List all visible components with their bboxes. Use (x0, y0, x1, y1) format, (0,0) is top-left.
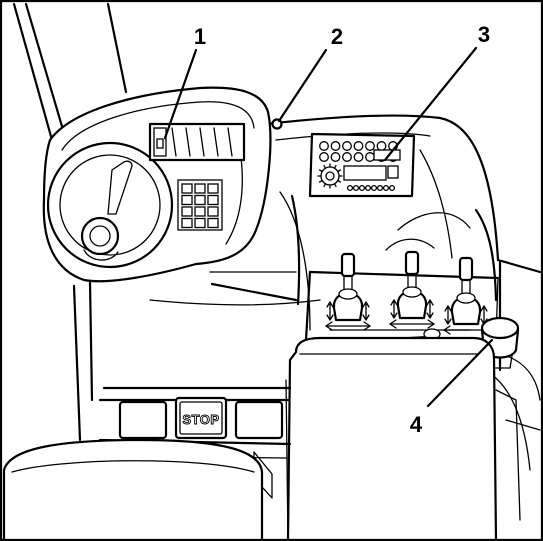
keypad-key[interactable] (194, 217, 206, 229)
direction-arrows-icon (389, 299, 435, 329)
keypad-key[interactable] (207, 183, 219, 194)
panel-round-button[interactable] (365, 152, 375, 162)
keypad-key[interactable] (207, 194, 219, 206)
panel-small-button[interactable] (388, 184, 396, 192)
stop-button[interactable]: STOP (174, 396, 228, 440)
keypad-key[interactable] (194, 183, 206, 194)
panel-round-button[interactable] (342, 152, 352, 162)
keypad-key[interactable] (207, 206, 219, 217)
panel-small-button[interactable] (346, 184, 354, 192)
windscreen-pillar (12, 2, 128, 142)
instrument-display (148, 122, 246, 162)
direction-arrows-icon (443, 305, 489, 335)
panel-round-button[interactable] (376, 141, 387, 151)
dashboard-outline (149, 114, 500, 331)
leader-line-4 (426, 338, 494, 408)
keypad-key[interactable] (181, 217, 193, 229)
stop-button-label: STOP (182, 412, 219, 427)
steering-wheel (46, 141, 174, 269)
keypad-key[interactable] (181, 206, 193, 217)
panel-small-button[interactable] (382, 184, 390, 192)
panel-readout (343, 165, 387, 181)
panel-round-button[interactable] (330, 141, 341, 151)
joystick-1[interactable] (325, 252, 371, 331)
steering-spoke (107, 160, 133, 215)
keypad-key[interactable] (194, 206, 206, 217)
callout-1: 1 (194, 24, 206, 49)
joystick-group (325, 250, 489, 335)
direction-arrows-icon (325, 301, 371, 331)
left-rocker-switch[interactable] (118, 400, 168, 440)
leader-lines (163, 46, 494, 408)
rotary-selector-teeth (317, 163, 343, 189)
callout-3: 3 (478, 22, 490, 47)
left-cab-pillar (72, 280, 94, 442)
keypad-key[interactable] (207, 217, 219, 229)
panel-round-button[interactable] (353, 141, 364, 151)
panel-round-button[interactable] (319, 152, 329, 162)
callout-4: 4 (410, 412, 423, 437)
leader-line-1 (163, 48, 198, 140)
keypad-key[interactable] (181, 194, 193, 206)
leader-line-2 (277, 48, 328, 123)
callout-2: 2 (331, 24, 343, 49)
panel-small-button[interactable] (358, 184, 366, 192)
right-rocker-switch[interactable] (234, 400, 284, 440)
panel-small-button[interactable] (364, 184, 372, 192)
keypad-keys (181, 183, 219, 229)
panel-round-button[interactable] (365, 141, 375, 151)
leader-line-3 (383, 46, 478, 162)
panel-round-button[interactable] (353, 152, 364, 162)
panel-small-button[interactable] (376, 184, 384, 192)
joystick-2[interactable] (389, 250, 435, 329)
switch-panel (308, 132, 416, 198)
keypad-key[interactable] (181, 183, 193, 194)
panel-small-button[interactable] (352, 184, 360, 192)
operator-seat (2, 438, 264, 541)
keypad (177, 179, 223, 231)
switch-panel-bottom-row (346, 184, 396, 192)
lower-switch-bank: STOP (97, 386, 292, 499)
panel-round-button[interactable] (342, 141, 352, 151)
joystick-3[interactable] (443, 256, 489, 335)
keypad-key[interactable] (194, 194, 206, 206)
panel-small-button[interactable] (370, 184, 378, 192)
panel-round-button[interactable] (330, 152, 341, 162)
panel-round-button[interactable] (319, 141, 329, 151)
